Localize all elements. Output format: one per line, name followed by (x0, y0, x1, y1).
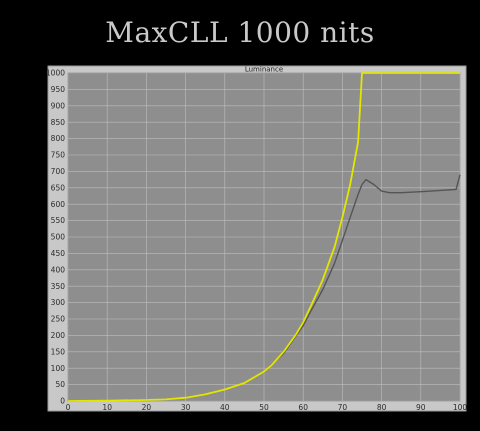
y-tick-label: 450 (51, 249, 66, 258)
y-tick-label: 200 (51, 331, 66, 340)
x-tick-label: 30 (181, 403, 191, 412)
y-tick-label: 1000 (46, 69, 65, 78)
y-tick-label: 500 (51, 233, 66, 242)
y-tick-label: 650 (51, 183, 66, 192)
y-tick-label: 350 (51, 282, 66, 291)
x-tick-label: 70 (338, 403, 348, 412)
x-tick-label: 60 (298, 403, 308, 412)
y-tick-label: 550 (51, 216, 66, 225)
y-tick-label: 950 (51, 85, 66, 94)
x-tick-label: 40 (220, 403, 230, 412)
x-tick-label: 80 (377, 403, 387, 412)
x-tick-label: 90 (416, 403, 426, 412)
y-axis-ticks: 0 50 100 150 200 250 300 350 400 450 500 550 600 650 7… (46, 69, 65, 406)
y-tick-label: 750 (51, 151, 66, 160)
series-line-0 (67, 72, 460, 402)
page-heading: MaxCLL 1000 nits (105, 16, 375, 49)
y-tick-label: 850 (51, 118, 66, 127)
y-tick-label: 250 (51, 315, 66, 324)
y-tick-label: 600 (51, 200, 66, 209)
chart-title: Luminance (245, 66, 283, 74)
x-tick-label: 50 (259, 403, 269, 412)
y-tick-label: 300 (51, 298, 66, 307)
x-tick-label: 20 (142, 403, 152, 412)
x-tick-label: 0 (66, 403, 71, 412)
grid-lines (67, 72, 461, 402)
y-tick-label: 700 (51, 167, 66, 176)
y-tick-label: 800 (51, 134, 66, 143)
x-axis-ticks: 0 10 20 30 40 50 60 70 80 90 100 (66, 403, 468, 412)
series-lines (67, 72, 461, 402)
x-tick-label: 10 (102, 403, 112, 412)
y-tick-label: 900 (51, 101, 66, 110)
y-tick-label: 100 (51, 364, 66, 373)
x-tick-label: 100 (453, 403, 468, 412)
y-tick-label: 400 (51, 265, 66, 274)
y-tick-label: 0 (60, 397, 65, 406)
y-tick-label: 50 (55, 380, 65, 389)
y-tick-label: 150 (51, 347, 66, 356)
